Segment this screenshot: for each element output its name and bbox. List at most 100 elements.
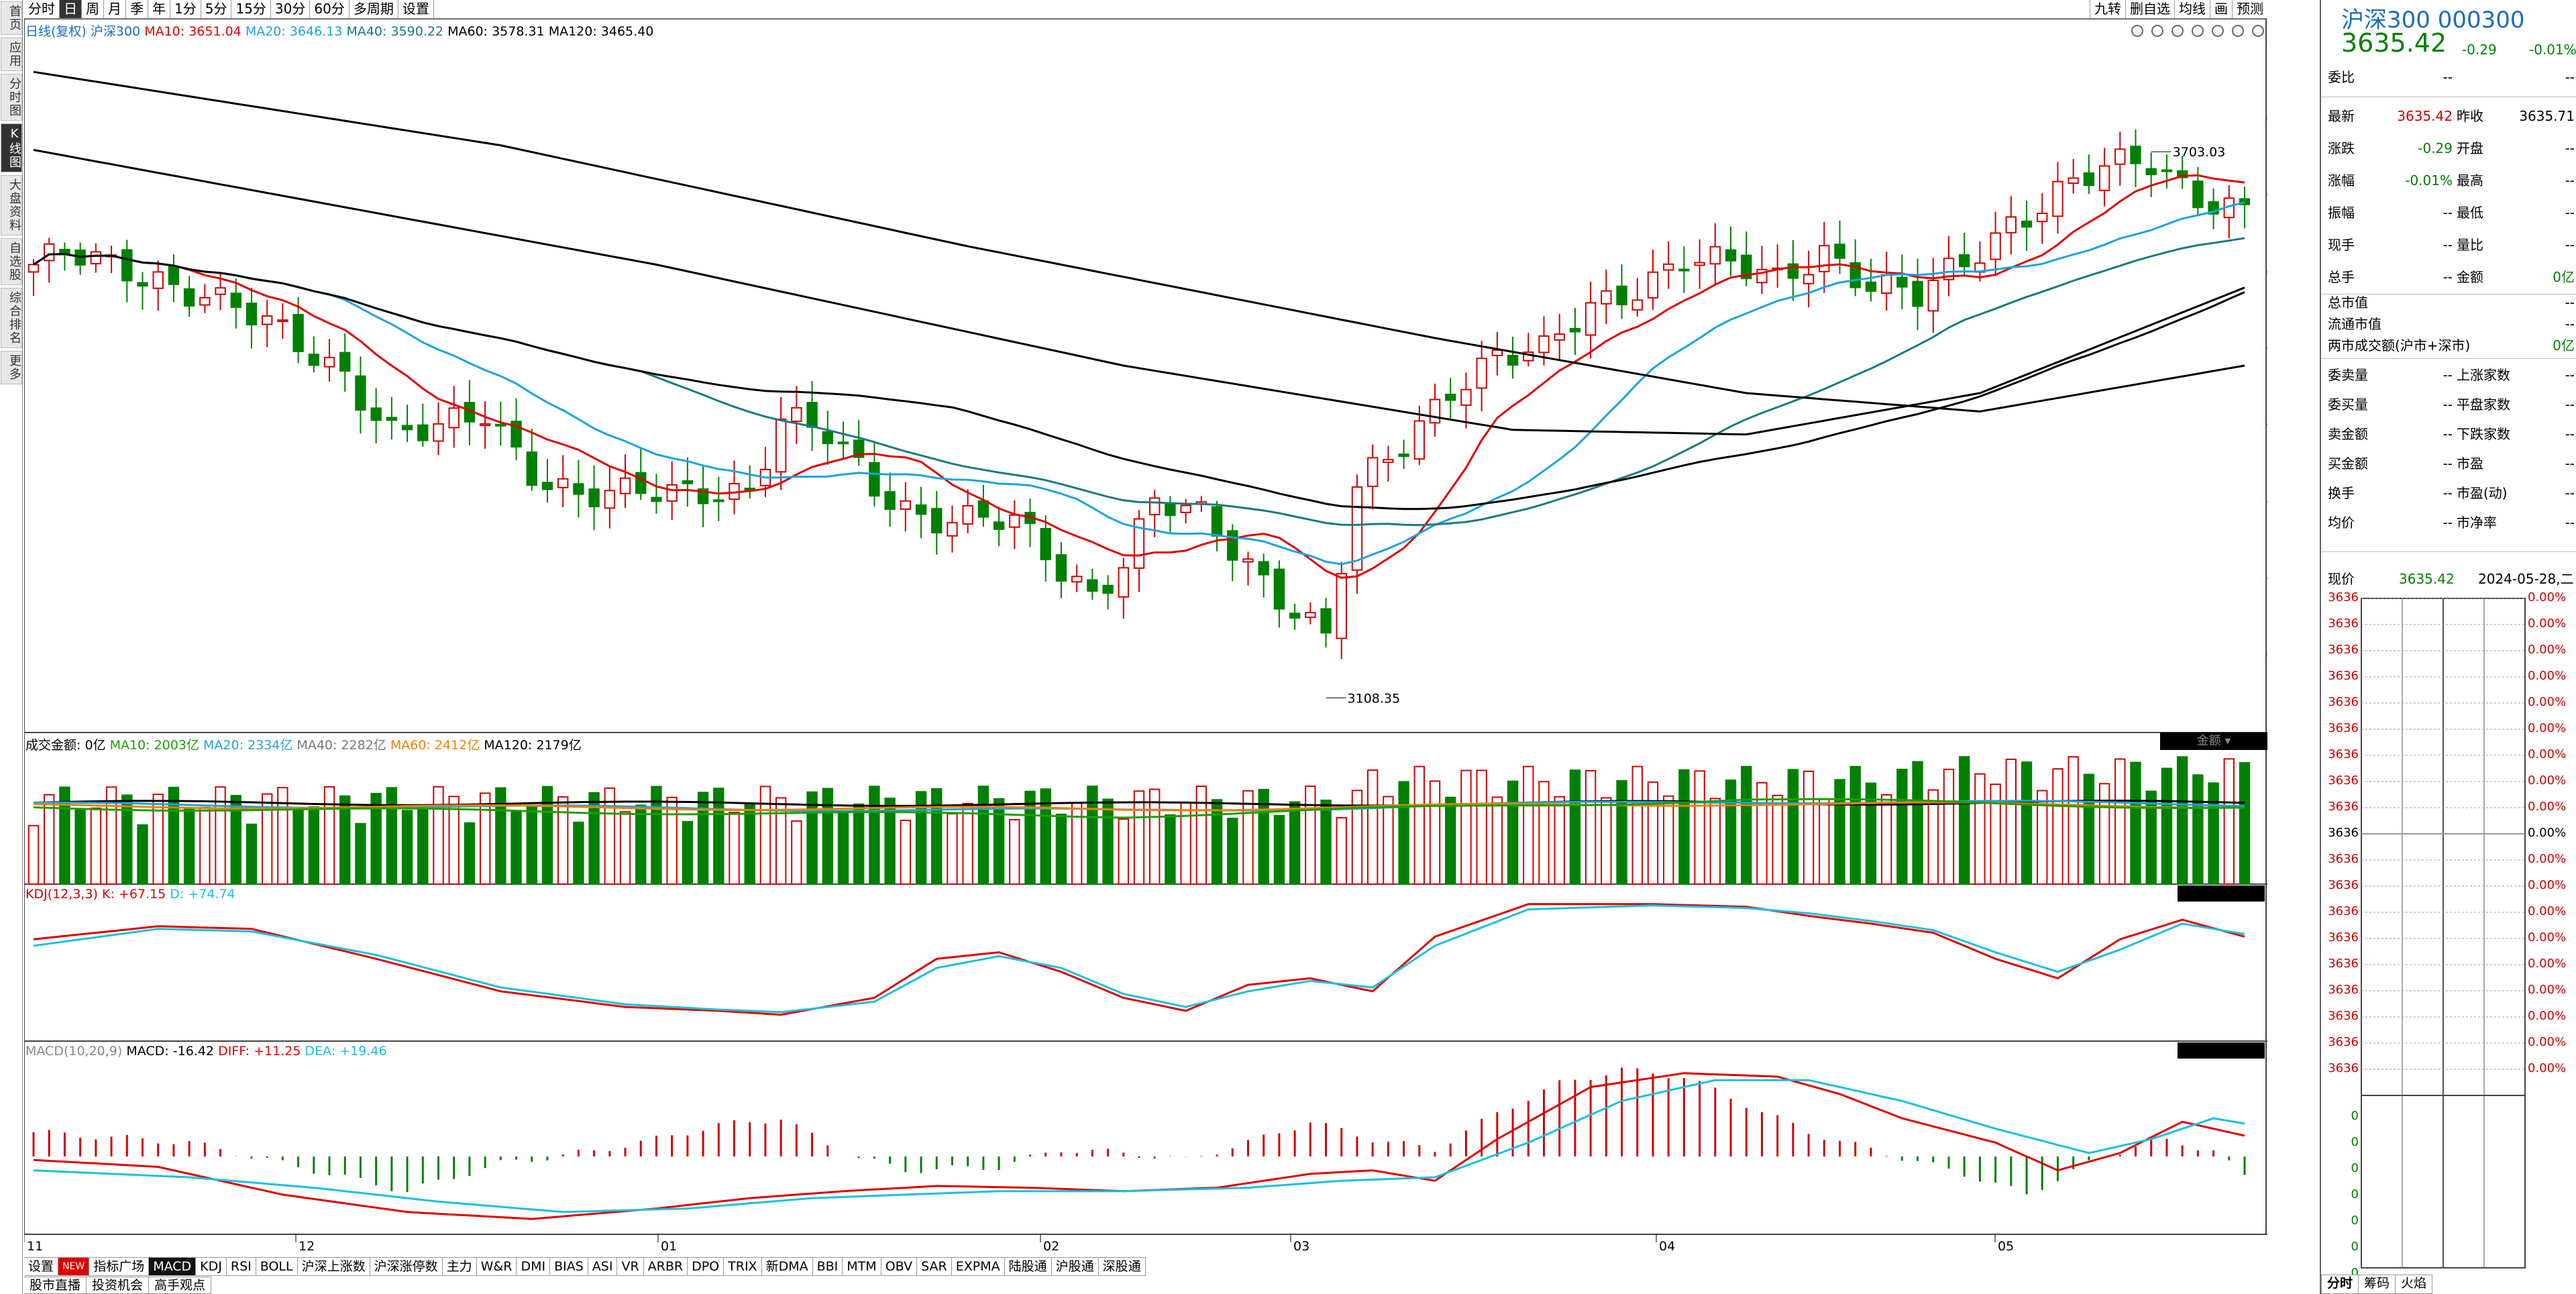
kdj-param-button[interactable] <box>2178 885 2265 902</box>
period-button[interactable]: 30分 <box>271 0 311 18</box>
indicator-tab[interactable]: RSI <box>226 1257 256 1276</box>
period-button[interactable]: 设置 <box>398 0 434 18</box>
quote-tab[interactable]: 火焰 <box>2396 1275 2433 1294</box>
leftnav-item[interactable]: 自选股 <box>1 238 22 285</box>
indicator-tab[interactable]: DPO <box>688 1257 724 1276</box>
zoom-in-icon[interactable] <box>2252 25 2264 37</box>
leftnav-item[interactable]: 分时图 <box>1 74 22 121</box>
macd-param-button[interactable] <box>2178 1042 2265 1059</box>
quote-tab[interactable]: 分时 <box>2321 1275 2359 1294</box>
indicator-tab[interactable]: 指标广场 <box>89 1257 150 1276</box>
leftnav-item[interactable]: 大盘资料 <box>1 175 22 235</box>
period-button[interactable]: 15分 <box>231 0 271 18</box>
volume-type-dropdown[interactable]: 金额 ▾ <box>2160 733 2267 750</box>
indicator-tab[interactable]: MACD <box>149 1257 197 1276</box>
indicator-tab[interactable]: ASI <box>588 1257 618 1276</box>
quote-value: -- <box>2565 294 2575 311</box>
indicator-tab[interactable]: BBI <box>812 1257 843 1276</box>
ma120-line <box>33 70 2245 413</box>
indicator-tab[interactable]: DMI <box>517 1257 551 1276</box>
volume-bar <box>900 819 912 885</box>
volume-bar <box>2223 758 2235 885</box>
copy-icon[interactable] <box>2192 25 2204 37</box>
indicator-tab[interactable]: BIAS <box>550 1257 588 1276</box>
mini-price-label: 3636 <box>2328 1009 2359 1023</box>
toolbar-right-button[interactable]: 删自选 <box>2125 0 2174 19</box>
volume-bar <box>666 796 678 885</box>
period-button[interactable]: 季 <box>126 0 148 18</box>
bottom-tab[interactable]: 投资机会 <box>87 1277 150 1294</box>
indicator-tab[interactable]: EXPMA <box>951 1257 1005 1276</box>
indicator-tab[interactable]: BOLL <box>256 1257 298 1276</box>
bottom-tab[interactable]: 股市直播 <box>24 1277 87 1294</box>
indicator-tab[interactable]: 沪深上涨数 <box>297 1257 370 1276</box>
indicator-tab[interactable]: MTM <box>843 1257 881 1276</box>
indicator-tab[interactable]: 设置 <box>24 1257 59 1276</box>
delete-icon[interactable] <box>2232 25 2244 37</box>
indicator-tab[interactable]: 沪深涨停数 <box>370 1257 443 1276</box>
period-button[interactable]: 1分 <box>170 0 201 18</box>
quote-label: 最新 <box>2328 108 2355 124</box>
period-button[interactable]: 60分 <box>310 0 350 18</box>
period-button[interactable]: 周 <box>82 0 104 18</box>
candle-body <box>1601 290 1612 305</box>
period-button[interactable]: 年 <box>148 0 170 18</box>
quote-value: -- <box>2443 455 2453 472</box>
period-button[interactable]: 多周期 <box>350 0 398 18</box>
toolbar-right-button[interactable]: 画 <box>2210 0 2232 19</box>
candle-body <box>1180 504 1191 513</box>
candle-body <box>386 417 398 421</box>
indicator-tab[interactable]: NEW <box>58 1257 90 1276</box>
indicator-tab[interactable]: W&R <box>476 1257 517 1276</box>
indicator-tab[interactable]: 新DMA <box>761 1257 813 1276</box>
lock-icon[interactable] <box>2212 25 2224 37</box>
indicator-tab[interactable]: SAR <box>917 1257 952 1276</box>
candle-body <box>1040 528 1051 561</box>
quote-label: 买金额 <box>2328 455 2368 472</box>
leftnav-item[interactable]: 更多 <box>1 351 22 384</box>
mini-intraday-chart[interactable]: 3636 0.00% 3636 0.00% 3636 0.00% 3636 0.00% 3636… <box>2321 590 2576 1281</box>
leftnav-item[interactable]: 综合排名 <box>1 288 22 348</box>
refresh-icon[interactable] <box>2151 25 2163 37</box>
indicator-tab[interactable]: 沪股通 <box>1051 1257 1099 1276</box>
kline-chart[interactable]: 3823373936563572348934063322323831553703… <box>24 19 2267 1257</box>
macd-dea-line <box>33 1079 2245 1214</box>
period-button[interactable]: 5分 <box>201 0 232 18</box>
volume-bar <box>2005 758 2017 885</box>
indicator-tab[interactable]: 深股通 <box>1098 1257 1146 1276</box>
eye-icon[interactable] <box>2131 25 2143 37</box>
candle-body <box>246 303 258 326</box>
indicator-tab[interactable]: 主力 <box>442 1257 477 1276</box>
volume-bar <box>1803 770 1815 885</box>
indicator-tab[interactable]: 陆股通 <box>1004 1257 1052 1276</box>
indicator-tab[interactable]: VR <box>617 1257 644 1276</box>
candle-body <box>1366 457 1379 488</box>
toolbar-right-button[interactable]: 九转 <box>2090 0 2125 19</box>
indicator-tab[interactable]: OBV <box>881 1257 918 1276</box>
candle-body <box>619 477 631 494</box>
leftnav-item[interactable]: 应用 <box>1 38 22 71</box>
ma60-value: MA60: 3578.31 <box>447 24 545 39</box>
now-price: 3635.42 <box>2399 571 2455 587</box>
indicator-tab[interactable]: ARBR <box>643 1257 688 1276</box>
period-button[interactable]: 月 <box>104 0 126 18</box>
period-button[interactable]: 日 <box>60 0 82 18</box>
candle-body <box>1413 420 1425 460</box>
bottom-tab[interactable]: 高手观点 <box>149 1277 212 1294</box>
candle-body <box>947 522 958 537</box>
mini-pct-label: 0.00% <box>2528 1009 2567 1023</box>
volume-bar <box>479 792 491 885</box>
volume-bar <box>1523 765 1534 885</box>
toolbar-right-button[interactable]: 预测 <box>2232 0 2267 19</box>
leftnav-item[interactable]: K线图 <box>1 123 22 172</box>
indicator-tab[interactable]: TRIX <box>724 1257 762 1276</box>
macd-legend: MACD(10,20,9) MACD: -16.42 DIFF: +11.25 … <box>25 1044 387 1059</box>
leftnav-item[interactable]: 首页 <box>1 1 22 35</box>
period-button[interactable]: 分时 <box>24 0 60 18</box>
candle-body <box>1569 327 1581 333</box>
screenshot-icon[interactable] <box>2171 25 2184 37</box>
indicator-tab[interactable]: KDJ <box>196 1257 227 1276</box>
volume-bar <box>573 821 584 885</box>
toolbar-right-button[interactable]: 均线 <box>2174 0 2210 19</box>
quote-tab[interactable]: 筹码 <box>2359 1275 2396 1294</box>
